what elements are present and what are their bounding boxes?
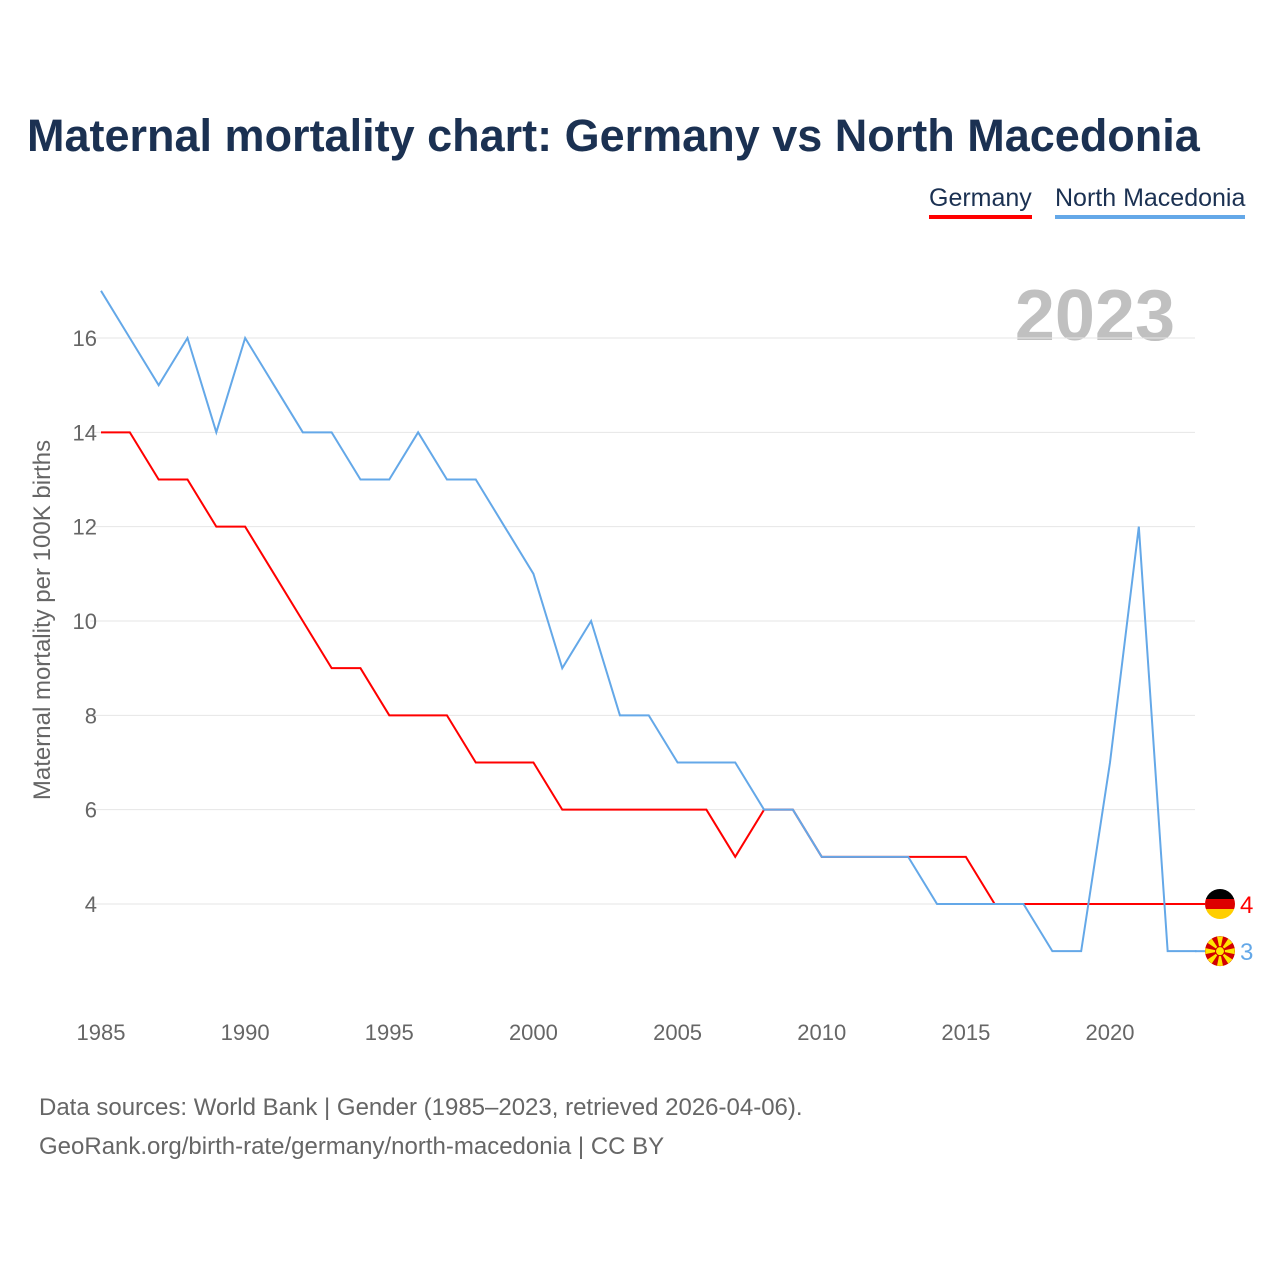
north-macedonia-flag-icon	[1205, 936, 1235, 967]
chart-title: Maternal mortality chart: Germany vs Nor…	[27, 110, 1200, 161]
legend-germany[interactable]: Germany	[929, 184, 1032, 219]
source-line: Data sources: World Bank | Gender (1985–…	[39, 1094, 803, 1121]
end-value-label: 4	[1240, 892, 1253, 919]
y-tick-label: 12	[73, 515, 97, 540]
source-url[interactable]: GeoRank.org/birth-rate/germany/north-mac…	[39, 1133, 665, 1160]
series-line-north-macedonia	[100, 290, 1197, 953]
y-tick-label: 4	[85, 892, 97, 917]
end-value-label: 3	[1240, 939, 1253, 966]
y-tick-label: 16	[73, 326, 97, 351]
footer: Data sources: World Bank | Gender (1985–…	[39, 1088, 803, 1166]
y-tick-label: 14	[73, 420, 97, 445]
x-tick-label: 2005	[653, 1020, 702, 1045]
y-tick-label: 8	[85, 703, 97, 728]
germany-flag-icon	[1205, 889, 1235, 919]
x-tick-label: 2010	[797, 1020, 846, 1045]
y-axis-label: Maternal mortality per 100K births	[29, 440, 56, 800]
x-tick-label: 1995	[365, 1020, 414, 1045]
year-label: 2023	[1015, 276, 1175, 356]
x-tick-label: 2000	[509, 1020, 558, 1045]
x-tick-label: 2020	[1086, 1020, 1135, 1045]
y-tick-label: 6	[85, 798, 97, 823]
x-tick-label: 1985	[77, 1020, 126, 1045]
x-tick-label: 2015	[941, 1020, 990, 1045]
legend-north-macedonia[interactable]: North Macedonia	[1055, 184, 1246, 219]
series-line-germany	[101, 431, 1197, 905]
y-tick-label: 10	[73, 609, 97, 634]
x-tick-label: 1990	[221, 1020, 270, 1045]
